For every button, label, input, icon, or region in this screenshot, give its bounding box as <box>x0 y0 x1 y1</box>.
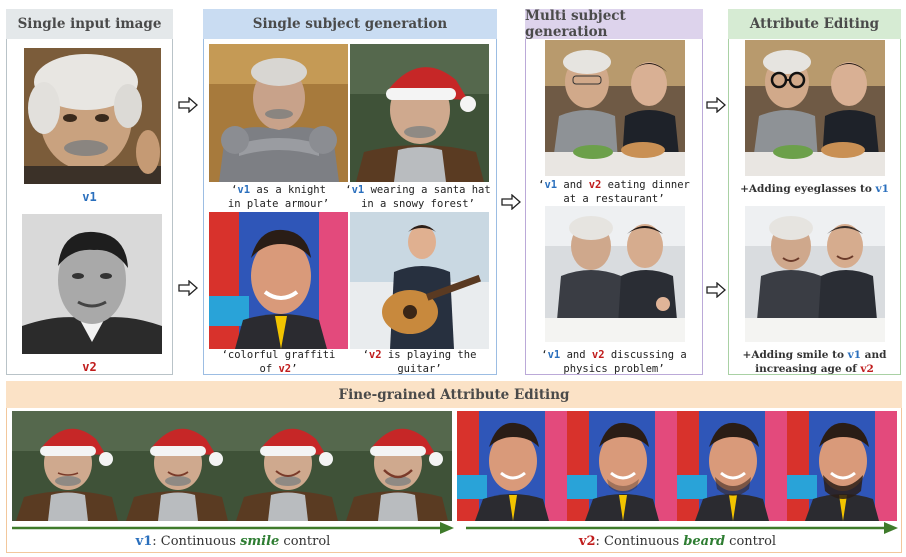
attribute-editing-title: Attribute Editing <box>728 9 901 39</box>
feynman-input-photo <box>22 214 162 354</box>
smile-control-label: v1: Continuous smile control <box>135 534 331 549</box>
smile-age-photo <box>745 206 885 342</box>
graffiti-photo <box>209 212 348 349</box>
v2-label: v2 <box>82 360 97 374</box>
dinner-caption: ‘v1 and v2 eating dinner at a restaurant… <box>538 179 690 205</box>
beard-progress-arrow <box>466 522 898 534</box>
single-input-title: Single input image <box>6 9 173 39</box>
arrow-right-icon <box>178 280 198 296</box>
knight-caption: ‘v1 as a knight in plate armour’ <box>227 184 330 210</box>
eyeglasses-photo <box>745 40 885 176</box>
arrow-right-icon <box>178 97 198 113</box>
physics-caption: ‘v1 and v2 discussing a physics problem’ <box>541 349 687 375</box>
guitar-photo <box>350 212 489 349</box>
graffiti-caption: ‘colorful graffiti of v2’ <box>221 349 336 375</box>
dinner-photo <box>545 40 685 176</box>
guitar-caption: ‘v2 is playing the guitar’ <box>362 349 477 375</box>
smile-progress-arrow <box>12 522 454 534</box>
santa-hat-photo <box>350 44 489 182</box>
knight-photo <box>209 44 348 182</box>
smile-strip <box>12 411 454 521</box>
eyeglasses-caption: +Adding eyeglasses to v1 <box>740 183 889 195</box>
arrow-right-icon <box>706 282 726 298</box>
arrow-right-icon <box>501 194 521 210</box>
physics-photo <box>545 206 685 342</box>
fine-grained-title: Fine-grained Attribute Editing <box>6 381 902 408</box>
santa-caption: ‘v1 wearing a santa hat in a snowy fores… <box>345 184 491 210</box>
v1-label: v1 <box>82 190 97 204</box>
einstein-input-photo <box>24 48 161 184</box>
arrow-right-icon <box>706 97 726 113</box>
beard-control-label: v2: Continuous beard control <box>578 534 777 549</box>
smile-age-caption: +Adding smile to v1 and increasing age o… <box>742 349 887 375</box>
multi-subject-title: Multi subject generation <box>525 8 703 40</box>
single-subject-title: Single subject generation <box>203 9 497 39</box>
beard-strip <box>457 411 898 521</box>
